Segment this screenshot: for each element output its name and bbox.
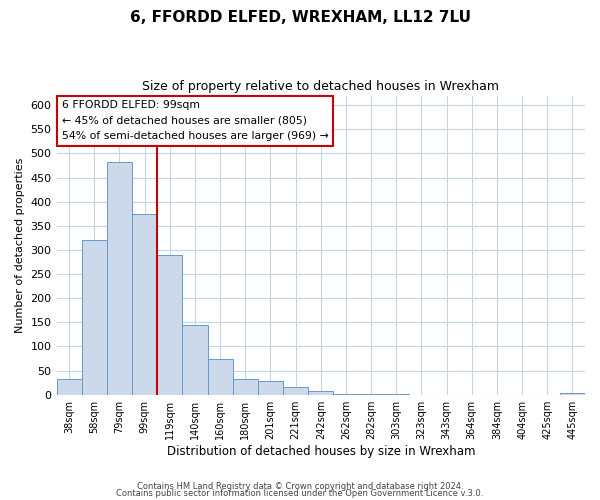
Bar <box>82 240 107 394</box>
Bar <box>208 358 233 394</box>
Bar <box>258 380 283 394</box>
Bar <box>107 162 132 394</box>
Title: Size of property relative to detached houses in Wrexham: Size of property relative to detached ho… <box>142 80 499 93</box>
Bar <box>182 324 208 394</box>
Y-axis label: Number of detached properties: Number of detached properties <box>15 158 25 333</box>
Bar <box>56 380 82 394</box>
Text: 6 FFORDD ELFED: 99sqm
← 45% of detached houses are smaller (805)
54% of semi-det: 6 FFORDD ELFED: 99sqm ← 45% of detached … <box>62 100 329 141</box>
Bar <box>132 214 157 394</box>
Text: Contains HM Land Registry data © Crown copyright and database right 2024.: Contains HM Land Registry data © Crown c… <box>137 482 463 491</box>
X-axis label: Distribution of detached houses by size in Wrexham: Distribution of detached houses by size … <box>167 444 475 458</box>
Bar <box>308 392 334 394</box>
Bar <box>233 380 258 394</box>
Bar <box>157 255 182 394</box>
Text: Contains public sector information licensed under the Open Government Licence v.: Contains public sector information licen… <box>116 488 484 498</box>
Text: 6, FFORDD ELFED, WREXHAM, LL12 7LU: 6, FFORDD ELFED, WREXHAM, LL12 7LU <box>130 10 470 25</box>
Bar <box>283 387 308 394</box>
